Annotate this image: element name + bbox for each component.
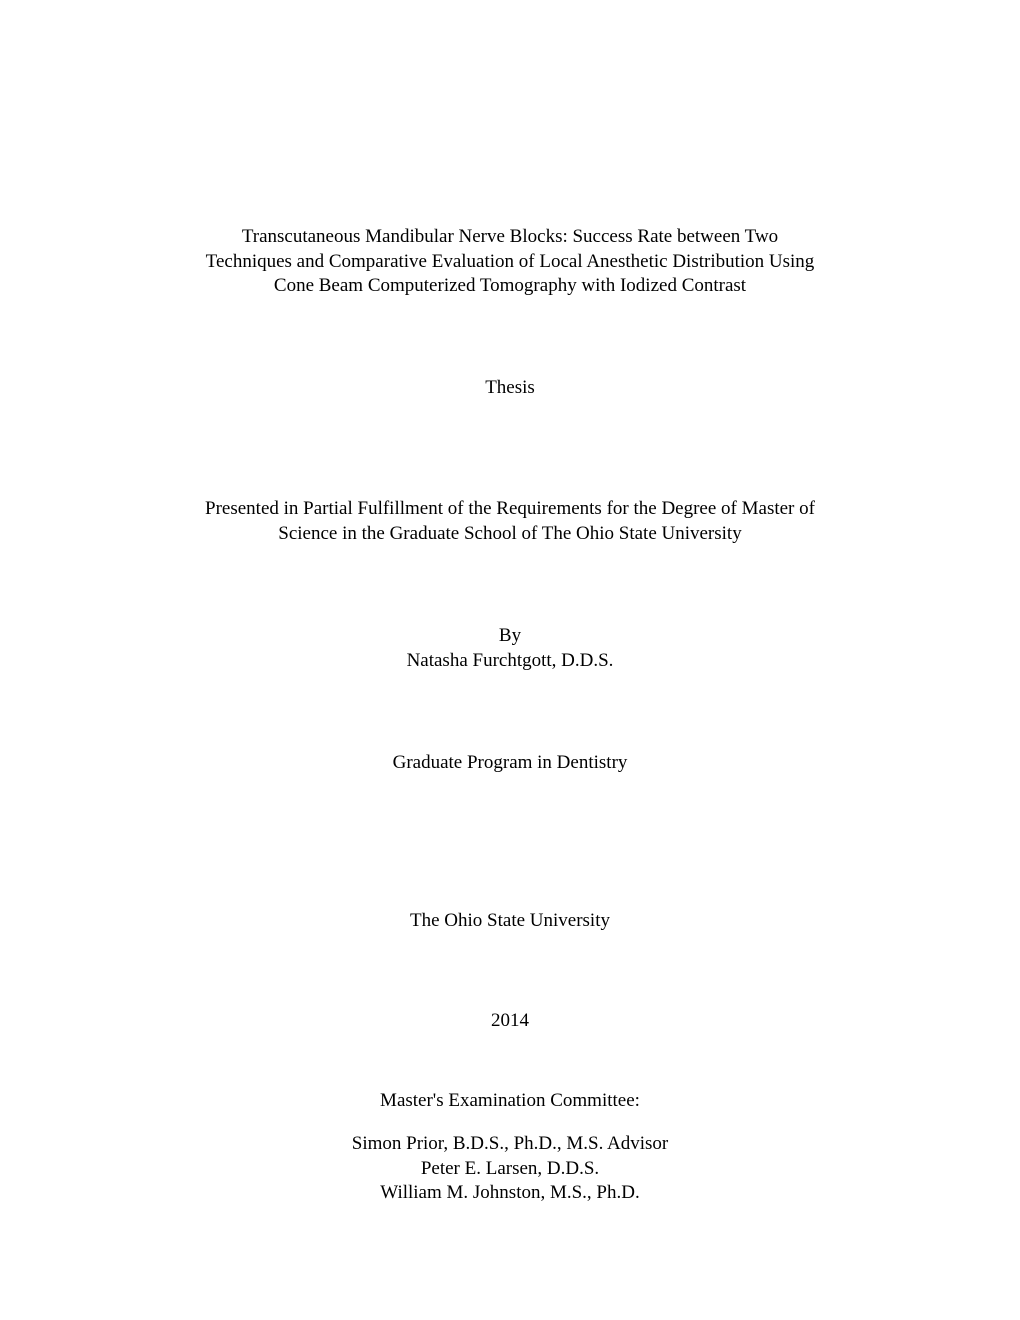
author-name: Natasha Furchtgott, D.D.S.	[135, 649, 885, 674]
committee-members: Simon Prior, B.D.S., Ph.D., M.S. Advisor…	[135, 1132, 885, 1206]
fulfillment-statement: Presented in Partial Fulfillment of the …	[135, 497, 885, 546]
fulfillment-line-1: Presented in Partial Fulfillment of the …	[135, 497, 885, 522]
graduate-program: Graduate Program in Dentistry	[135, 752, 885, 774]
committee-member: Peter E. Larsen, D.D.S.	[135, 1157, 885, 1182]
thesis-title: Transcutaneous Mandibular Nerve Blocks: …	[135, 225, 885, 299]
university-name: The Ohio State University	[135, 910, 885, 932]
title-line-3: Cone Beam Computerized Tomography with I…	[135, 274, 885, 299]
thesis-label: Thesis	[135, 377, 885, 399]
committee-member: William M. Johnston, M.S., Ph.D.	[135, 1181, 885, 1206]
fulfillment-line-2: Science in the Graduate School of The Oh…	[135, 522, 885, 547]
committee-member: Simon Prior, B.D.S., Ph.D., M.S. Advisor	[135, 1132, 885, 1157]
committee-label: Master's Examination Committee:	[135, 1090, 885, 1112]
year: 2014	[135, 1010, 885, 1032]
title-line-2: Techniques and Comparative Evaluation of…	[135, 250, 885, 275]
title-line-1: Transcutaneous Mandibular Nerve Blocks: …	[135, 225, 885, 250]
by-label: By	[135, 624, 885, 649]
author-block: By Natasha Furchtgott, D.D.S.	[135, 624, 885, 673]
